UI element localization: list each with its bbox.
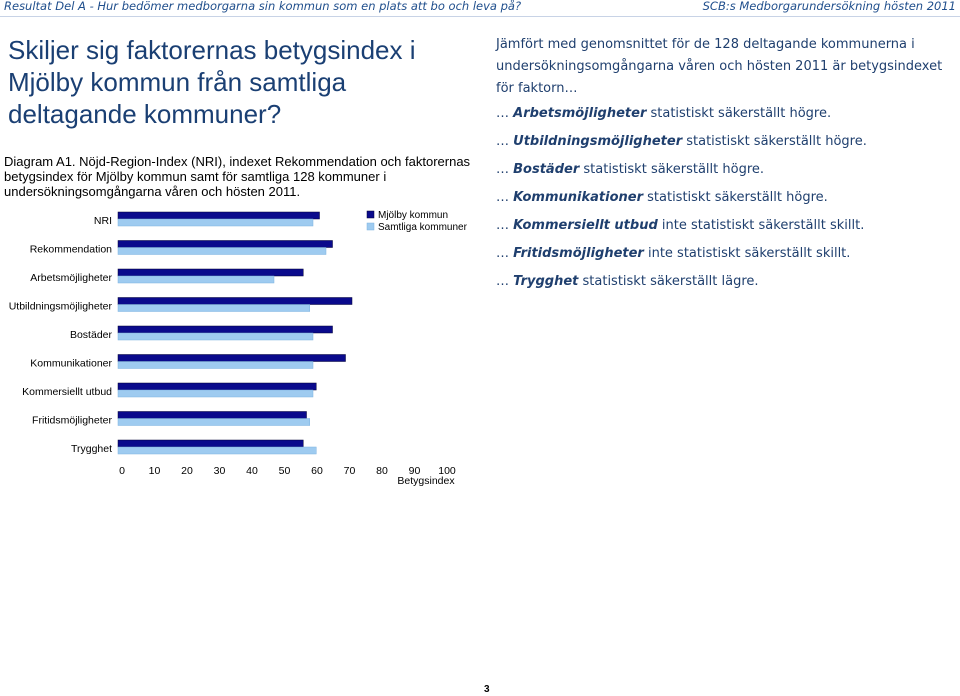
legend-swatch [366,222,375,231]
category-label: Trygghet [71,443,112,455]
page-number: 3 [484,684,490,695]
bar-samtliga [117,218,314,227]
x-tick-label: 100 [438,465,456,477]
figure-caption: Diagram A1. Nöjd-Region-Index (NRI), ind… [4,154,471,199]
x-tick-label: 30 [214,465,226,477]
header-divider [0,16,960,17]
summary-intro: Jämfört med genomsnittet för de 128 delt… [496,37,943,96]
bar-mjolby [117,297,353,305]
bar-samtliga [117,361,314,369]
category-label: NRI [94,215,112,227]
finding-text: inte statistiskt säkerställt skillt. [657,218,865,233]
page-title: Skiljer sig faktorernas betygsindex i Mj… [8,35,416,129]
bar-samtliga [117,418,310,426]
finding-text: inte statistiskt säkerställt skillt. [643,246,851,261]
finding-prefix: … [496,106,514,121]
header-right: SCB:s Medborgarundersökning hösten 2011 [702,0,956,13]
finding-text: statistiskt säkerställt högre. [579,162,765,177]
finding-factor: Arbetsmöjligheter [513,106,647,121]
finding-factor: Kommersiellt utbud [513,218,658,233]
bar-mjolby [117,211,320,220]
x-axis-label: Betygsindex [397,475,455,487]
finding-factor: Fritidsmöjligheter [513,246,644,261]
finding-text: statistiskt säkerställt högre. [682,134,867,149]
finding-factor: Kommunikationer [513,190,643,205]
category-label: Rekommendation [30,244,112,256]
running-header: Resultat Del A - Hur bedömer medborgarna… [0,0,960,13]
bar-samtliga [117,389,314,398]
x-tick-label: 90 [409,465,421,477]
x-tick-label: 60 [311,465,323,477]
category-label: Utbildningsmöjligheter [9,301,113,313]
finding-item: … Bostäder statistiskt säkerställt högre… [496,162,764,177]
header-left: Resultat Del A - Hur bedömer medborgarna… [4,0,522,13]
finding-prefix: … [496,190,514,205]
finding-prefix: … [496,274,514,289]
category-label: Kommunikationer [30,358,112,370]
category-label: Arbetsmöjligheter [30,272,112,284]
bar-mjolby [117,382,317,391]
bar-mjolby [117,354,346,362]
finding-item: … Kommersiellt utbud inte statistiskt sä… [496,218,864,233]
bar-samtliga [117,332,314,341]
finding-prefix: … [496,134,514,149]
bar-mjolby [117,240,333,248]
bar-mjolby [117,268,304,277]
bar-samtliga [117,275,275,284]
bar-mjolby [117,411,307,419]
x-tick-label: 70 [344,465,356,477]
bar-mjolby [117,439,304,448]
finding-prefix: … [496,246,514,261]
x-tick-label: 20 [181,465,193,477]
bar-samtliga [117,304,310,312]
bar-samtliga [117,446,317,455]
category-label: Kommersiellt utbud [22,386,112,398]
x-tick-label: 40 [246,465,258,477]
finding-text: statistiskt säkerställt högre. [643,190,828,205]
finding-text: statistiskt säkerställt lägre. [578,274,759,289]
legend-label: Samtliga kommuner [378,222,468,233]
finding-item: … Kommunikationer statistiskt säkerställ… [496,190,828,205]
finding-item: … Utbildningsmöjligheter statistiskt säk… [496,134,867,149]
x-tick-label: 80 [376,465,388,477]
bar-samtliga [117,247,327,255]
finding-item: … Fritidsmöjligheter inte statistiskt sä… [496,246,850,261]
finding-item: … Trygghet statistiskt säkerställt lägre… [496,274,759,289]
bar-mjolby [117,325,333,334]
category-label: Fritidsmöjligheter [32,415,112,427]
finding-factor: Utbildningsmöjligheter [513,134,683,149]
x-tick-label: 10 [149,465,161,477]
finding-factor: Bostäder [513,162,580,177]
finding-prefix: … [496,218,514,233]
x-tick-label: 50 [279,465,291,477]
finding-factor: Trygghet [513,274,579,289]
x-tick-label: 0 [119,465,125,477]
legend-label: Mjölby kommun [378,210,448,221]
summary-panel: Jämfört med genomsnittet för de 128 delt… [496,34,946,289]
category-label: Bostäder [70,329,113,341]
finding-item: … Arbetsmöjligheter statistiskt säkerstä… [496,106,831,121]
finding-text: statistiskt säkerställt högre. [646,106,832,121]
legend-swatch [366,210,375,219]
bar-chart: NRI Rekommendation Arbetsmöjligheter Utbild… [9,210,468,487]
finding-prefix: … [496,162,514,177]
